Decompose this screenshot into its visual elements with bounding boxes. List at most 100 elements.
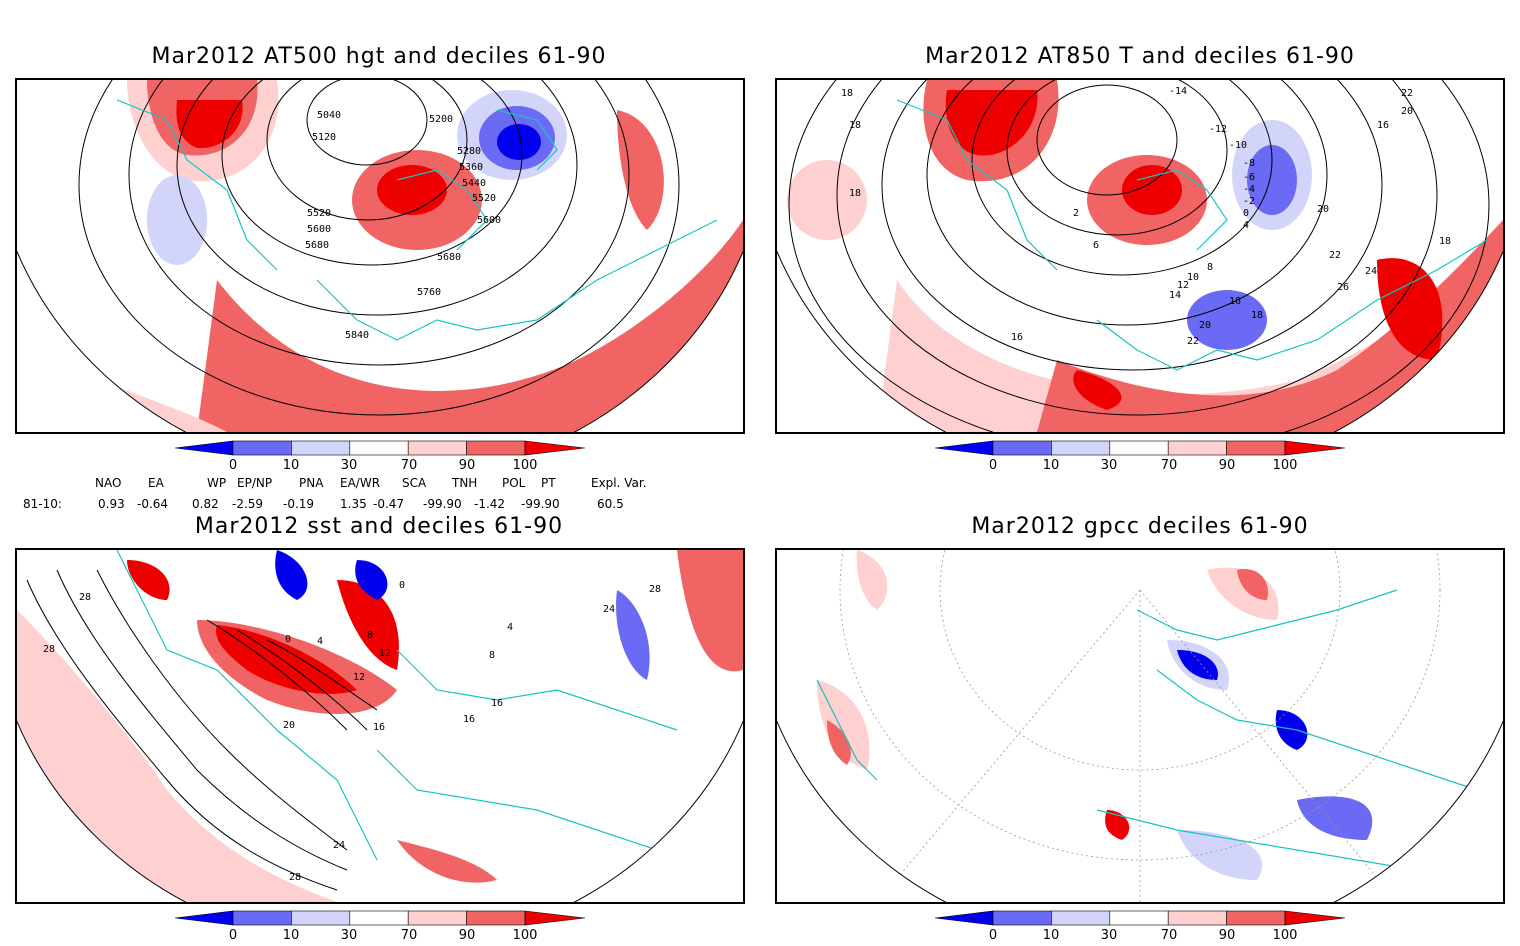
colorbar-3-tick-10: 10 [282, 928, 300, 943]
warm-strong-europe [377, 165, 447, 215]
index-header-epnp: EP/NP [237, 476, 273, 490]
cb-box-70-90 [407, 910, 467, 926]
colorbar-2-tick-100: 100 [1272, 458, 1298, 473]
colorbar-3-tick-70: 70 [400, 928, 418, 943]
warm-strong-hudson [127, 560, 170, 600]
sst-label-28-w: 28 [43, 644, 56, 655]
contour-label-6: 6 [1093, 240, 1100, 251]
index-value-epnp: -2.59 [232, 497, 264, 511]
contour-label-16-east: 16 [1229, 296, 1242, 307]
cb-box-0-10 [992, 910, 1052, 926]
contour-label-neg8: -8 [1243, 158, 1256, 169]
index-row-label: 81-10: [23, 497, 62, 511]
contour-label-5760: 5760 [417, 287, 442, 298]
contour-label-20-ne: 20 [1317, 204, 1330, 215]
panel4-map-svg [777, 550, 1503, 902]
contour-label-5520-e: 5520 [472, 193, 497, 204]
wet-pale-pacific [817, 680, 870, 770]
sst-label-8: 8 [367, 630, 374, 641]
colorbar-1-tick-0: 0 [228, 458, 238, 473]
contour-label-0: 0 [1243, 208, 1250, 219]
panel3-title: Mar2012 sst and deciles 61-90 [194, 514, 564, 539]
warm-mid-south [1037, 220, 1503, 432]
cb-box-90-100 [1226, 440, 1286, 456]
index-header-pol: POL [502, 476, 526, 490]
warm-anomaly-south [197, 220, 743, 432]
contour-label-5120: 5120 [312, 132, 337, 143]
contour-label-neg4: -4 [1243, 184, 1256, 195]
cb-box-0-10 [992, 440, 1052, 456]
colorbar-3-tick-90: 90 [458, 928, 476, 943]
contour-label-5680-e: 5680 [437, 252, 462, 263]
sst-label-28-south: 28 [289, 872, 302, 883]
warm-strong-europe [1122, 165, 1182, 215]
index-value-tnh: -99.90 [423, 497, 462, 511]
index-value-eawr: 1.35 [340, 497, 367, 511]
contour-label-5600-e: 5600 [477, 215, 502, 226]
colorbar-3-tick-0: 0 [228, 928, 238, 943]
contour-label-18-west: 18 [849, 188, 862, 199]
colorbar-3-tick-30: 30 [340, 928, 358, 943]
cb-box-90-100 [1226, 910, 1286, 926]
warm-strong-mediterranean [1073, 370, 1122, 410]
sst-label-16-med2: 16 [491, 698, 504, 709]
contour-label-18-far-e: 18 [1439, 236, 1452, 247]
colorbar-1-svg [174, 440, 586, 456]
colorbar-1-tick-100: 100 [512, 458, 538, 473]
sst-label-4-caspian: 4 [507, 622, 514, 633]
cold-mid-caspian [616, 590, 650, 680]
cb-box-0-10 [232, 910, 292, 926]
cb-arrow-high [524, 910, 586, 926]
contour-label-neg6: -6 [1243, 172, 1256, 183]
index-value-pt: -99.90 [521, 497, 560, 511]
contour-label-20-far-ne: 20 [1401, 106, 1414, 117]
index-header-nao: NAO [95, 476, 122, 490]
sst-label-24: 24 [333, 840, 346, 851]
panel1-map[interactable]: 5040 5120 5200 5280 5360 5440 5520 5600 … [15, 78, 745, 434]
sst-label-28-e: 28 [649, 584, 662, 595]
contour-label-18-w2: 18 [849, 120, 862, 131]
contour-label-5280: 5280 [457, 146, 482, 157]
colorbar-4-tick-30: 30 [1100, 928, 1118, 943]
sst-label-16: 16 [373, 722, 386, 733]
contour-label-5680-w: 5680 [305, 240, 330, 251]
index-value-nao: 0.93 [98, 497, 125, 511]
cb-box-10-30 [1051, 910, 1111, 926]
index-values-row: 81-10: 0.93 -0.64 0.82 -2.59 -0.19 1.35 … [0, 497, 760, 513]
sst-label-0-north: 0 [399, 580, 406, 591]
contour-label-22-ne: 22 [1329, 250, 1342, 261]
contour-label-neg10: -10 [1229, 140, 1248, 151]
index-header-explvar: Expl. Var. [591, 476, 647, 490]
index-header-ea: EA [148, 476, 164, 490]
cb-arrow-high [1284, 440, 1346, 456]
sst-label-0: 0 [285, 634, 292, 645]
index-value-pol: -1.42 [474, 497, 506, 511]
warm-anomaly-asia [617, 110, 664, 230]
index-value-pna: -0.19 [283, 497, 315, 511]
colorbar-1-tick-10: 10 [282, 458, 300, 473]
cb-box-10-30 [291, 440, 351, 456]
index-header-wp: WP [207, 476, 227, 490]
dry-mid-asia [1297, 796, 1373, 840]
cb-box-10-30 [291, 910, 351, 926]
cold-strong-arctic [497, 124, 541, 160]
wet-strong-africa [1105, 810, 1130, 840]
contour-label-26: 26 [1337, 282, 1350, 293]
panel3-map-svg [17, 550, 743, 902]
panel3-map[interactable]: 0 4 8 12 16 20 24 28 28 28 24 16 16 8 4 … [15, 548, 745, 904]
cb-box-30-70 [349, 440, 409, 456]
contour-label-16-west: 16 [1011, 332, 1024, 343]
panel2-map[interactable]: -14 -12 -10 -8 -6 -4 -2 0 2 4 6 8 10 12 … [775, 78, 1505, 434]
contour-label-5360: 5360 [459, 162, 484, 173]
colorbar-2-tick-30: 30 [1100, 458, 1118, 473]
colorbar-3: 0 10 30 70 90 100 [174, 910, 586, 946]
index-header-pt: PT [541, 476, 556, 490]
warm-strong-asia [1377, 258, 1443, 360]
contour-label-24: 24 [1365, 266, 1378, 277]
dry-pale-north-africa [1177, 830, 1263, 880]
panel4-map[interactable] [775, 548, 1505, 904]
cb-box-30-70 [1109, 910, 1169, 926]
warm-strong-north-america [945, 90, 1038, 156]
colorbar-2-tick-10: 10 [1042, 458, 1060, 473]
cb-arrow-low [174, 440, 234, 456]
